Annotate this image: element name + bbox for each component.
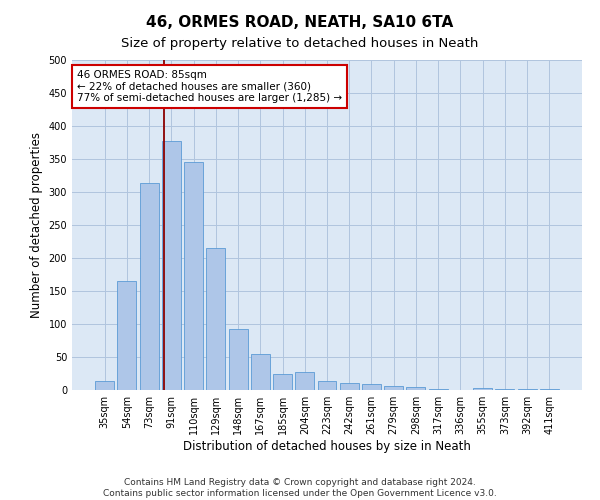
Bar xyxy=(295,372,314,390)
Bar xyxy=(273,374,292,390)
Text: Contains HM Land Registry data © Crown copyright and database right 2024.
Contai: Contains HM Land Registry data © Crown c… xyxy=(103,478,497,498)
Y-axis label: Number of detached properties: Number of detached properties xyxy=(30,132,43,318)
X-axis label: Distribution of detached houses by size in Neath: Distribution of detached houses by size … xyxy=(183,440,471,453)
Bar xyxy=(473,388,492,390)
Bar xyxy=(118,281,136,390)
Bar xyxy=(140,184,158,390)
Text: 46, ORMES ROAD, NEATH, SA10 6TA: 46, ORMES ROAD, NEATH, SA10 6TA xyxy=(146,15,454,30)
Bar xyxy=(518,388,536,390)
Bar xyxy=(317,382,337,390)
Bar xyxy=(184,162,203,390)
Bar xyxy=(229,328,248,390)
Text: Size of property relative to detached houses in Neath: Size of property relative to detached ho… xyxy=(121,38,479,51)
Bar xyxy=(206,248,225,390)
Bar xyxy=(251,354,270,390)
Text: 46 ORMES ROAD: 85sqm
← 22% of detached houses are smaller (360)
77% of semi-deta: 46 ORMES ROAD: 85sqm ← 22% of detached h… xyxy=(77,70,342,103)
Bar xyxy=(429,388,448,390)
Bar xyxy=(340,384,359,390)
Bar xyxy=(162,140,181,390)
Bar xyxy=(362,384,381,390)
Bar xyxy=(95,382,114,390)
Bar xyxy=(384,386,403,390)
Bar xyxy=(406,388,425,390)
